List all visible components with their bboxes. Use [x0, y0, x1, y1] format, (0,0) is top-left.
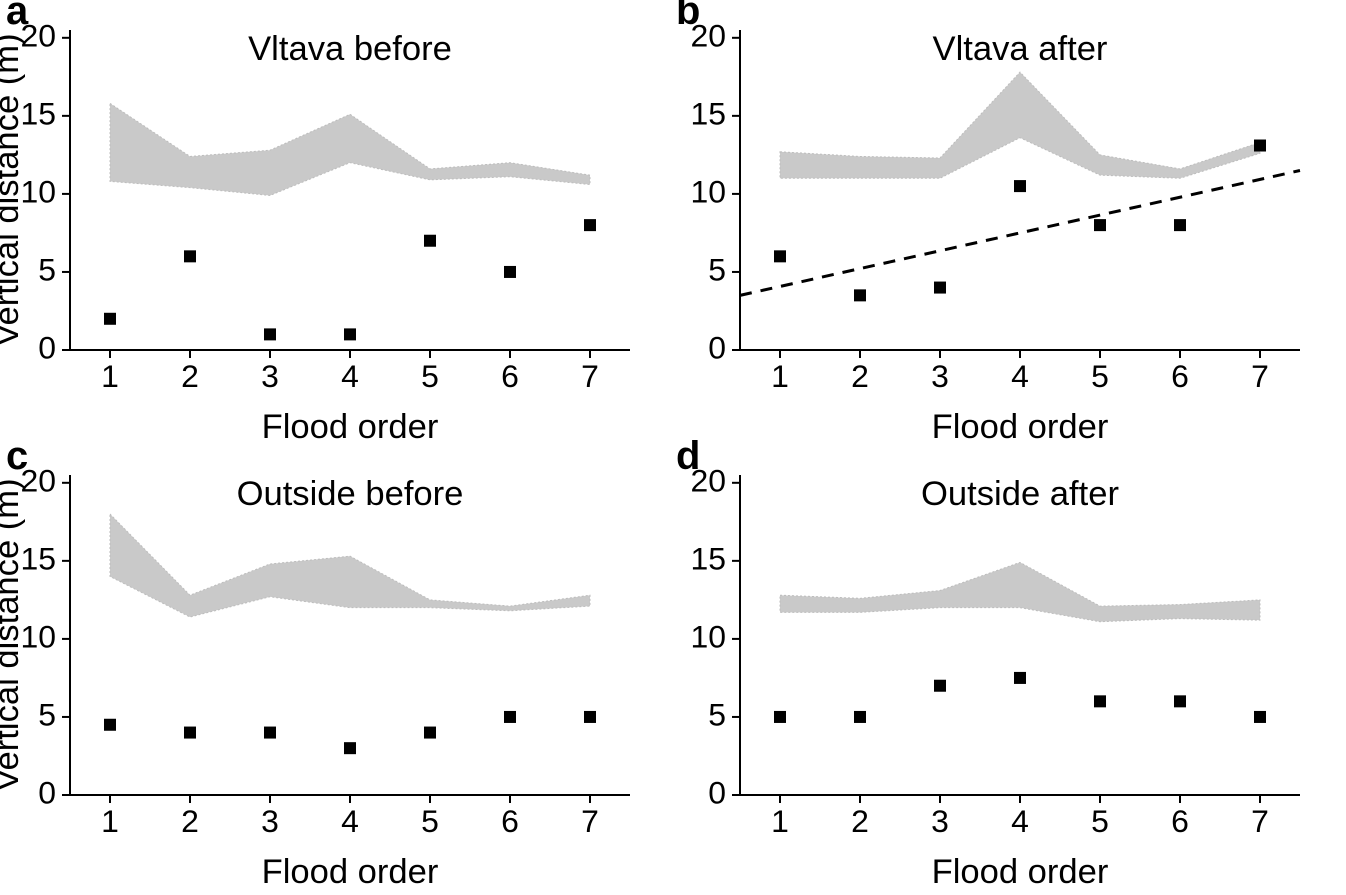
confidence-band [110, 103, 590, 195]
panel-svg: aVltava before123456705101520Flood order… [0, 0, 640, 430]
data-point [264, 727, 276, 739]
x-tick-label: 7 [581, 358, 599, 394]
data-point [1014, 672, 1026, 684]
x-tick-label: 7 [1251, 358, 1269, 394]
x-tick-label: 4 [341, 803, 359, 839]
y-axis-label: Vertical distance (m) [0, 478, 26, 791]
data-point [1174, 695, 1186, 707]
y-tick-label: 5 [708, 696, 726, 732]
data-point [934, 282, 946, 294]
data-point [184, 727, 196, 739]
x-tick-label: 1 [771, 803, 789, 839]
data-point [344, 328, 356, 340]
data-point [584, 711, 596, 723]
x-tick-label: 4 [1011, 803, 1029, 839]
x-tick-label: 5 [421, 803, 439, 839]
panel-title: Vltava after [933, 30, 1108, 68]
x-tick-label: 3 [931, 358, 949, 394]
x-tick-label: 4 [1011, 358, 1029, 394]
x-tick-label: 5 [421, 358, 439, 394]
data-point [584, 219, 596, 231]
y-tick-label: 0 [708, 774, 726, 810]
data-point [934, 680, 946, 692]
x-tick-label: 2 [851, 358, 869, 394]
y-axis-label: Vertical distance (m) [0, 33, 26, 346]
panel-b: bVltava after123456705101520Flood order [740, 30, 1300, 450]
x-tick-label: 5 [1091, 803, 1109, 839]
x-tick-label: 3 [261, 803, 279, 839]
panel-a: aVltava before123456705101520Flood order… [70, 30, 630, 450]
y-tick-label: 20 [691, 17, 727, 53]
x-tick-label: 6 [501, 803, 519, 839]
data-point [1014, 180, 1026, 192]
y-tick-label: 5 [38, 251, 56, 287]
data-point [184, 250, 196, 262]
x-tick-label: 2 [851, 803, 869, 839]
x-tick-label: 2 [181, 358, 199, 394]
x-tick-label: 5 [1091, 358, 1109, 394]
data-point [1174, 219, 1186, 231]
y-tick-label: 10 [691, 618, 727, 654]
x-tick-label: 6 [1171, 358, 1189, 394]
x-tick-label: 7 [1251, 803, 1269, 839]
y-tick-label: 5 [708, 251, 726, 287]
figure: aVltava before123456705101520Flood order… [0, 0, 1346, 893]
axes [740, 475, 1300, 795]
y-tick-label: 0 [38, 329, 56, 365]
axes [70, 30, 630, 350]
x-tick-label: 1 [101, 358, 119, 394]
data-point [504, 266, 516, 278]
panel-title: Outside before [237, 475, 464, 513]
data-point [854, 711, 866, 723]
panel-svg: cOutside before123456705101520Flood orde… [0, 435, 640, 875]
data-point [504, 711, 516, 723]
data-point [104, 313, 116, 325]
data-point [774, 711, 786, 723]
x-tick-label: 6 [1171, 803, 1189, 839]
x-axis-label: Flood order [932, 853, 1109, 891]
confidence-band [780, 562, 1260, 621]
y-tick-label: 15 [691, 540, 727, 576]
x-axis-label: Flood order [262, 853, 439, 891]
y-tick-label: 0 [708, 329, 726, 365]
panel-svg: bVltava after123456705101520Flood order [670, 0, 1310, 430]
data-point [264, 328, 276, 340]
data-point [1094, 219, 1106, 231]
x-tick-label: 7 [581, 803, 599, 839]
panel-d: dOutside after123456705101520Flood order [740, 475, 1300, 895]
x-tick-label: 4 [341, 358, 359, 394]
data-point [854, 289, 866, 301]
x-tick-label: 2 [181, 803, 199, 839]
y-tick-label: 0 [38, 774, 56, 810]
confidence-band [110, 514, 590, 617]
x-tick-label: 1 [101, 803, 119, 839]
x-tick-label: 3 [931, 803, 949, 839]
x-tick-label: 1 [771, 358, 789, 394]
panel-title: Outside after [921, 475, 1119, 513]
data-point [424, 235, 436, 247]
y-tick-label: 20 [691, 462, 727, 498]
data-point [1094, 695, 1106, 707]
panel-title: Vltava before [248, 30, 452, 68]
x-tick-label: 3 [261, 358, 279, 394]
y-tick-label: 5 [38, 696, 56, 732]
data-point [344, 742, 356, 754]
data-point [1254, 711, 1266, 723]
panel-svg: dOutside after123456705101520Flood order [670, 435, 1310, 875]
panel-c: cOutside before123456705101520Flood orde… [70, 475, 630, 895]
data-point [1254, 140, 1266, 152]
data-point [774, 250, 786, 262]
confidence-band [780, 72, 1260, 178]
data-point [104, 719, 116, 731]
y-tick-label: 15 [691, 95, 727, 131]
data-point [424, 727, 436, 739]
y-tick-label: 10 [691, 173, 727, 209]
x-tick-label: 6 [501, 358, 519, 394]
